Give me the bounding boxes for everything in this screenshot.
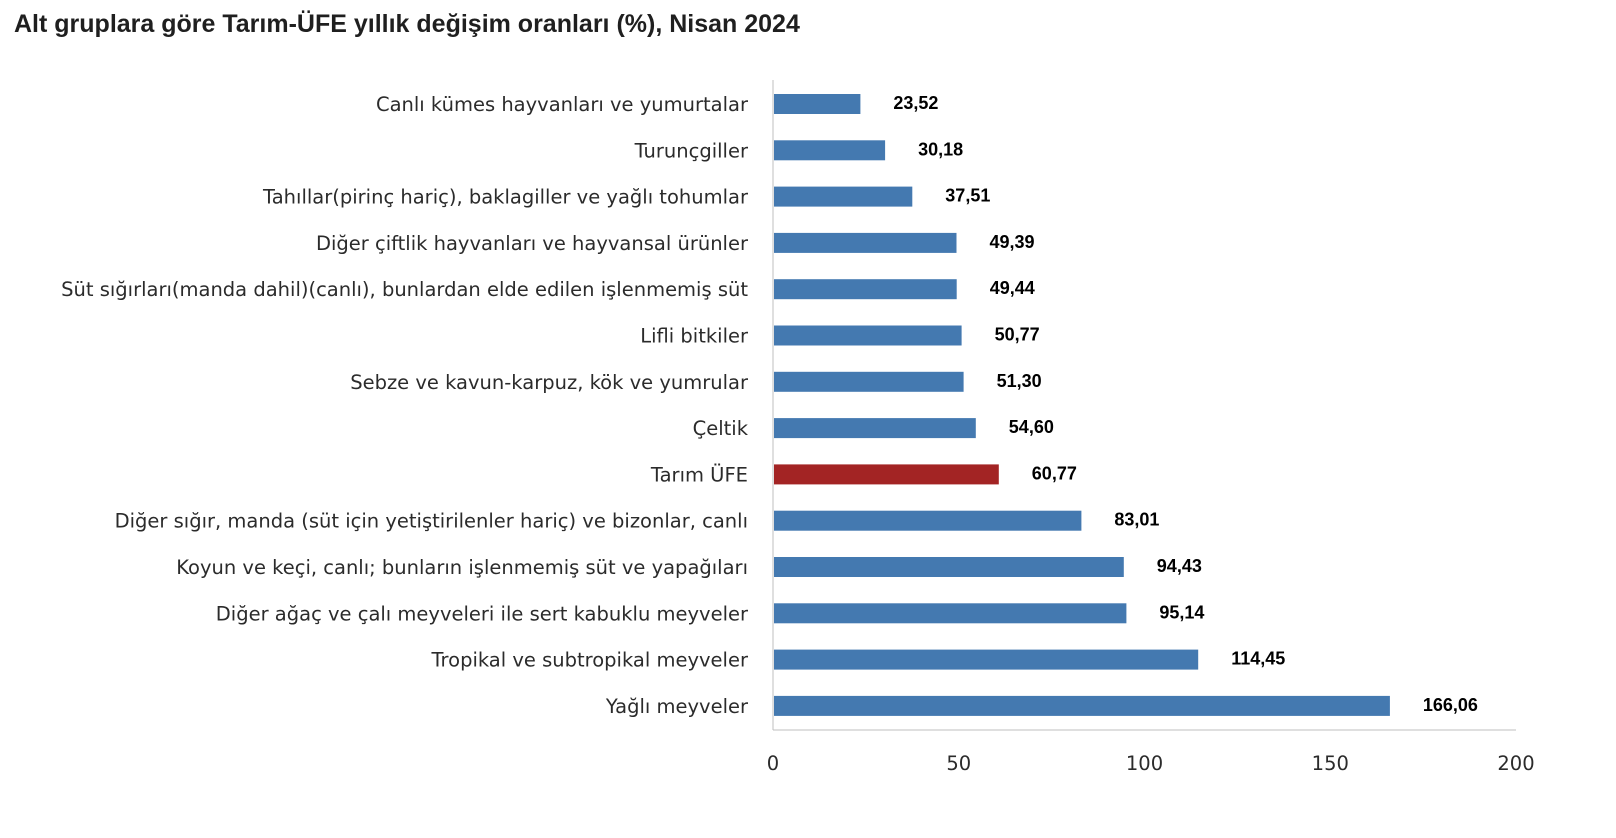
bar — [774, 603, 1127, 624]
data-label: 30,18 — [918, 139, 963, 159]
bar-highlight — [774, 464, 999, 485]
data-label: 166,06 — [1423, 695, 1478, 715]
category-label: Koyun ve keçi, canlı; bunların işlenmemi… — [176, 556, 748, 579]
bar — [774, 140, 886, 161]
category-label: Tahıllar(pirinç hariç), baklagiller ve y… — [262, 186, 749, 209]
category-label: Diğer sığır, manda (süt için yetiştirile… — [115, 510, 748, 533]
data-label: 50,77 — [995, 325, 1040, 345]
x-tick-label: 0 — [767, 752, 779, 775]
data-label: 60,77 — [1032, 463, 1077, 483]
bar — [774, 186, 913, 207]
bar — [774, 557, 1124, 577]
data-label: 23,52 — [893, 93, 938, 113]
category-label: Yağlı meyveler — [605, 695, 749, 718]
bar — [774, 325, 962, 346]
category-label: Sebze ve kavun-karpuz, kök ve yumrular — [350, 371, 749, 394]
x-tick-label: 50 — [946, 752, 971, 775]
chart-title: Alt gruplara göre Tarım-ÜFE yıllık değiş… — [14, 10, 800, 38]
value-labels: 23,52 30,18 37,51 49,39 49,44 50,77 51,30 54,60… — [893, 93, 1478, 715]
category-label: Tropikal ve subtropikal meyveler — [431, 649, 749, 672]
bar — [774, 371, 964, 392]
data-label: 54,60 — [1009, 417, 1054, 437]
data-label: 37,51 — [945, 186, 990, 206]
bar — [774, 649, 1199, 670]
category-label: Diğer çiftlik hayvanları ve hayvansal ür… — [316, 232, 749, 255]
data-label: 51,30 — [997, 371, 1042, 391]
data-label: 49,39 — [990, 232, 1035, 252]
x-axis-ticks: 0 50 100 150 200 — [767, 752, 1535, 775]
category-label: Canlı kümes hayvanları ve yumurtalar — [376, 93, 749, 116]
category-labels: Canlı kümes hayvanları ve yumurtalar Turu… — [61, 93, 749, 718]
category-label: Diğer ağaç ve çalı meyveleri ile sert ka… — [216, 602, 749, 625]
data-label: 83,01 — [1114, 510, 1159, 530]
x-tick-label: 150 — [1312, 752, 1349, 775]
category-label: Çeltik — [693, 417, 749, 440]
bar — [774, 279, 957, 300]
bar — [774, 510, 1082, 531]
bar — [774, 695, 1390, 716]
category-label: Lifli bitkiler — [640, 325, 749, 348]
bars-group — [774, 94, 1390, 716]
bar — [774, 94, 861, 114]
data-label: 49,44 — [990, 278, 1035, 298]
data-label: 94,43 — [1157, 556, 1202, 576]
x-tick-label: 200 — [1497, 752, 1534, 775]
category-label: Süt sığırları(manda dahil)(canlı), bunla… — [61, 278, 748, 301]
bar — [774, 418, 976, 439]
category-label: Turunçgiller — [634, 139, 749, 162]
data-label: 114,45 — [1231, 649, 1285, 669]
category-label: Tarım ÜFE — [650, 463, 748, 486]
data-label: 95,14 — [1159, 602, 1204, 622]
x-tick-label: 100 — [1126, 752, 1163, 775]
bar — [774, 232, 957, 253]
